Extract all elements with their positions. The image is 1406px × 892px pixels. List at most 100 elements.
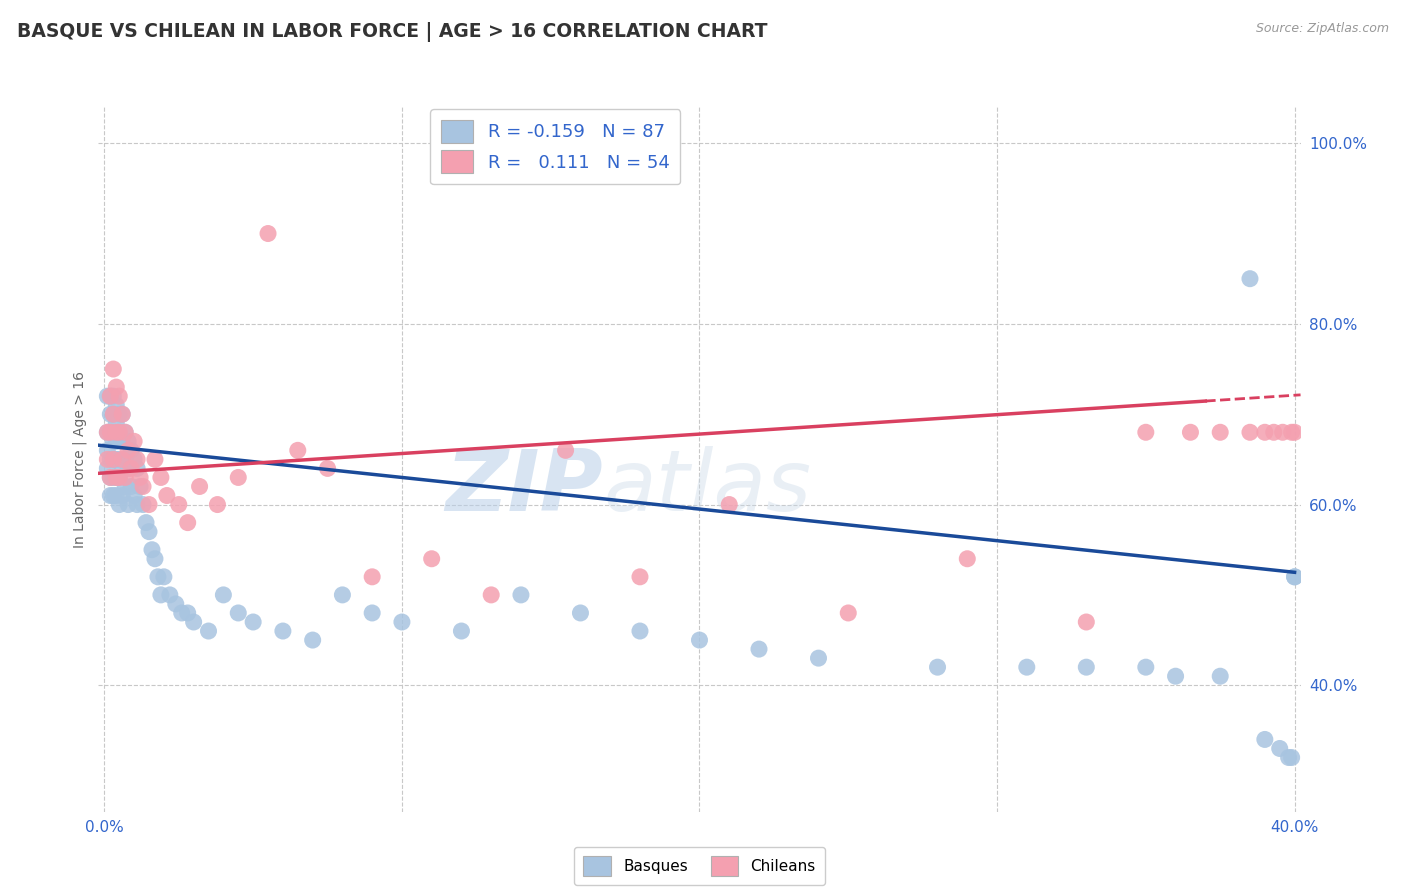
Point: [257, 227, 280, 241]
Point: [1281, 750, 1303, 764]
Point: [143, 452, 166, 467]
Point: [98, 389, 121, 403]
Point: [108, 425, 131, 440]
Point: [212, 588, 235, 602]
Point: [108, 425, 131, 440]
Point: [117, 498, 139, 512]
Point: [114, 425, 136, 440]
Point: [207, 498, 229, 512]
Point: [98, 407, 121, 421]
Point: [554, 443, 576, 458]
Text: Source: ZipAtlas.com: Source: ZipAtlas.com: [1256, 22, 1389, 36]
Point: [628, 624, 651, 638]
Point: [105, 425, 128, 440]
Point: [96, 452, 118, 467]
Point: [103, 407, 125, 421]
Point: [111, 452, 134, 467]
Point: [1271, 425, 1294, 440]
Point: [114, 452, 136, 467]
Point: [103, 362, 125, 376]
Point: [1284, 425, 1306, 440]
Point: [628, 570, 651, 584]
Point: [956, 551, 979, 566]
Point: [96, 443, 118, 458]
Point: [301, 633, 323, 648]
Point: [197, 624, 219, 638]
Point: [111, 461, 134, 475]
Text: BASQUE VS CHILEAN IN LABOR FORCE | AGE > 16 CORRELATION CHART: BASQUE VS CHILEAN IN LABOR FORCE | AGE >…: [17, 22, 768, 42]
Point: [103, 452, 125, 467]
Point: [1254, 732, 1277, 747]
Point: [837, 606, 859, 620]
Point: [138, 498, 160, 512]
Point: [120, 443, 142, 458]
Point: [103, 470, 125, 484]
Point: [129, 479, 152, 493]
Point: [108, 470, 131, 484]
Point: [127, 498, 149, 512]
Point: [143, 551, 166, 566]
Point: [98, 452, 121, 467]
Point: [176, 516, 198, 530]
Point: [287, 443, 309, 458]
Point: [159, 588, 181, 602]
Point: [108, 452, 131, 467]
Point: [96, 389, 118, 403]
Point: [1284, 570, 1306, 584]
Text: ZIP: ZIP: [446, 446, 603, 529]
Point: [450, 624, 472, 638]
Point: [188, 479, 211, 493]
Point: [149, 588, 172, 602]
Point: [122, 434, 145, 449]
Point: [510, 588, 533, 602]
Point: [170, 606, 193, 620]
Point: [1278, 750, 1301, 764]
Point: [103, 425, 125, 440]
Point: [108, 389, 131, 403]
Point: [226, 470, 249, 484]
Point: [114, 425, 136, 440]
Point: [103, 434, 125, 449]
Point: [111, 407, 134, 421]
Point: [111, 434, 134, 449]
Point: [165, 597, 187, 611]
Y-axis label: In Labor Force | Age > 16: In Labor Force | Age > 16: [73, 371, 87, 548]
Point: [1076, 615, 1098, 629]
Point: [1263, 425, 1285, 440]
Point: [108, 498, 131, 512]
Point: [98, 425, 121, 440]
Point: [135, 516, 157, 530]
Point: [149, 470, 172, 484]
Point: [114, 470, 136, 484]
Point: [127, 461, 149, 475]
Point: [361, 606, 384, 620]
Point: [129, 470, 152, 484]
Point: [114, 479, 136, 493]
Point: [1281, 425, 1303, 440]
Point: [122, 452, 145, 467]
Point: [96, 425, 118, 440]
Point: [108, 407, 131, 421]
Point: [105, 380, 128, 394]
Point: [226, 606, 249, 620]
Point: [120, 461, 142, 475]
Point: [98, 389, 121, 403]
Point: [748, 642, 770, 657]
Point: [103, 389, 125, 403]
Point: [105, 398, 128, 412]
Point: [111, 489, 134, 503]
Point: [1284, 570, 1306, 584]
Text: atlas: atlas: [603, 446, 811, 529]
Point: [479, 588, 502, 602]
Point: [1209, 669, 1232, 683]
Point: [242, 615, 264, 629]
Point: [1239, 425, 1261, 440]
Point: [122, 489, 145, 503]
Point: [807, 651, 830, 665]
Point: [132, 479, 155, 493]
Point: [103, 489, 125, 503]
Point: [105, 434, 128, 449]
Point: [103, 452, 125, 467]
Point: [105, 416, 128, 430]
Point: [103, 407, 125, 421]
